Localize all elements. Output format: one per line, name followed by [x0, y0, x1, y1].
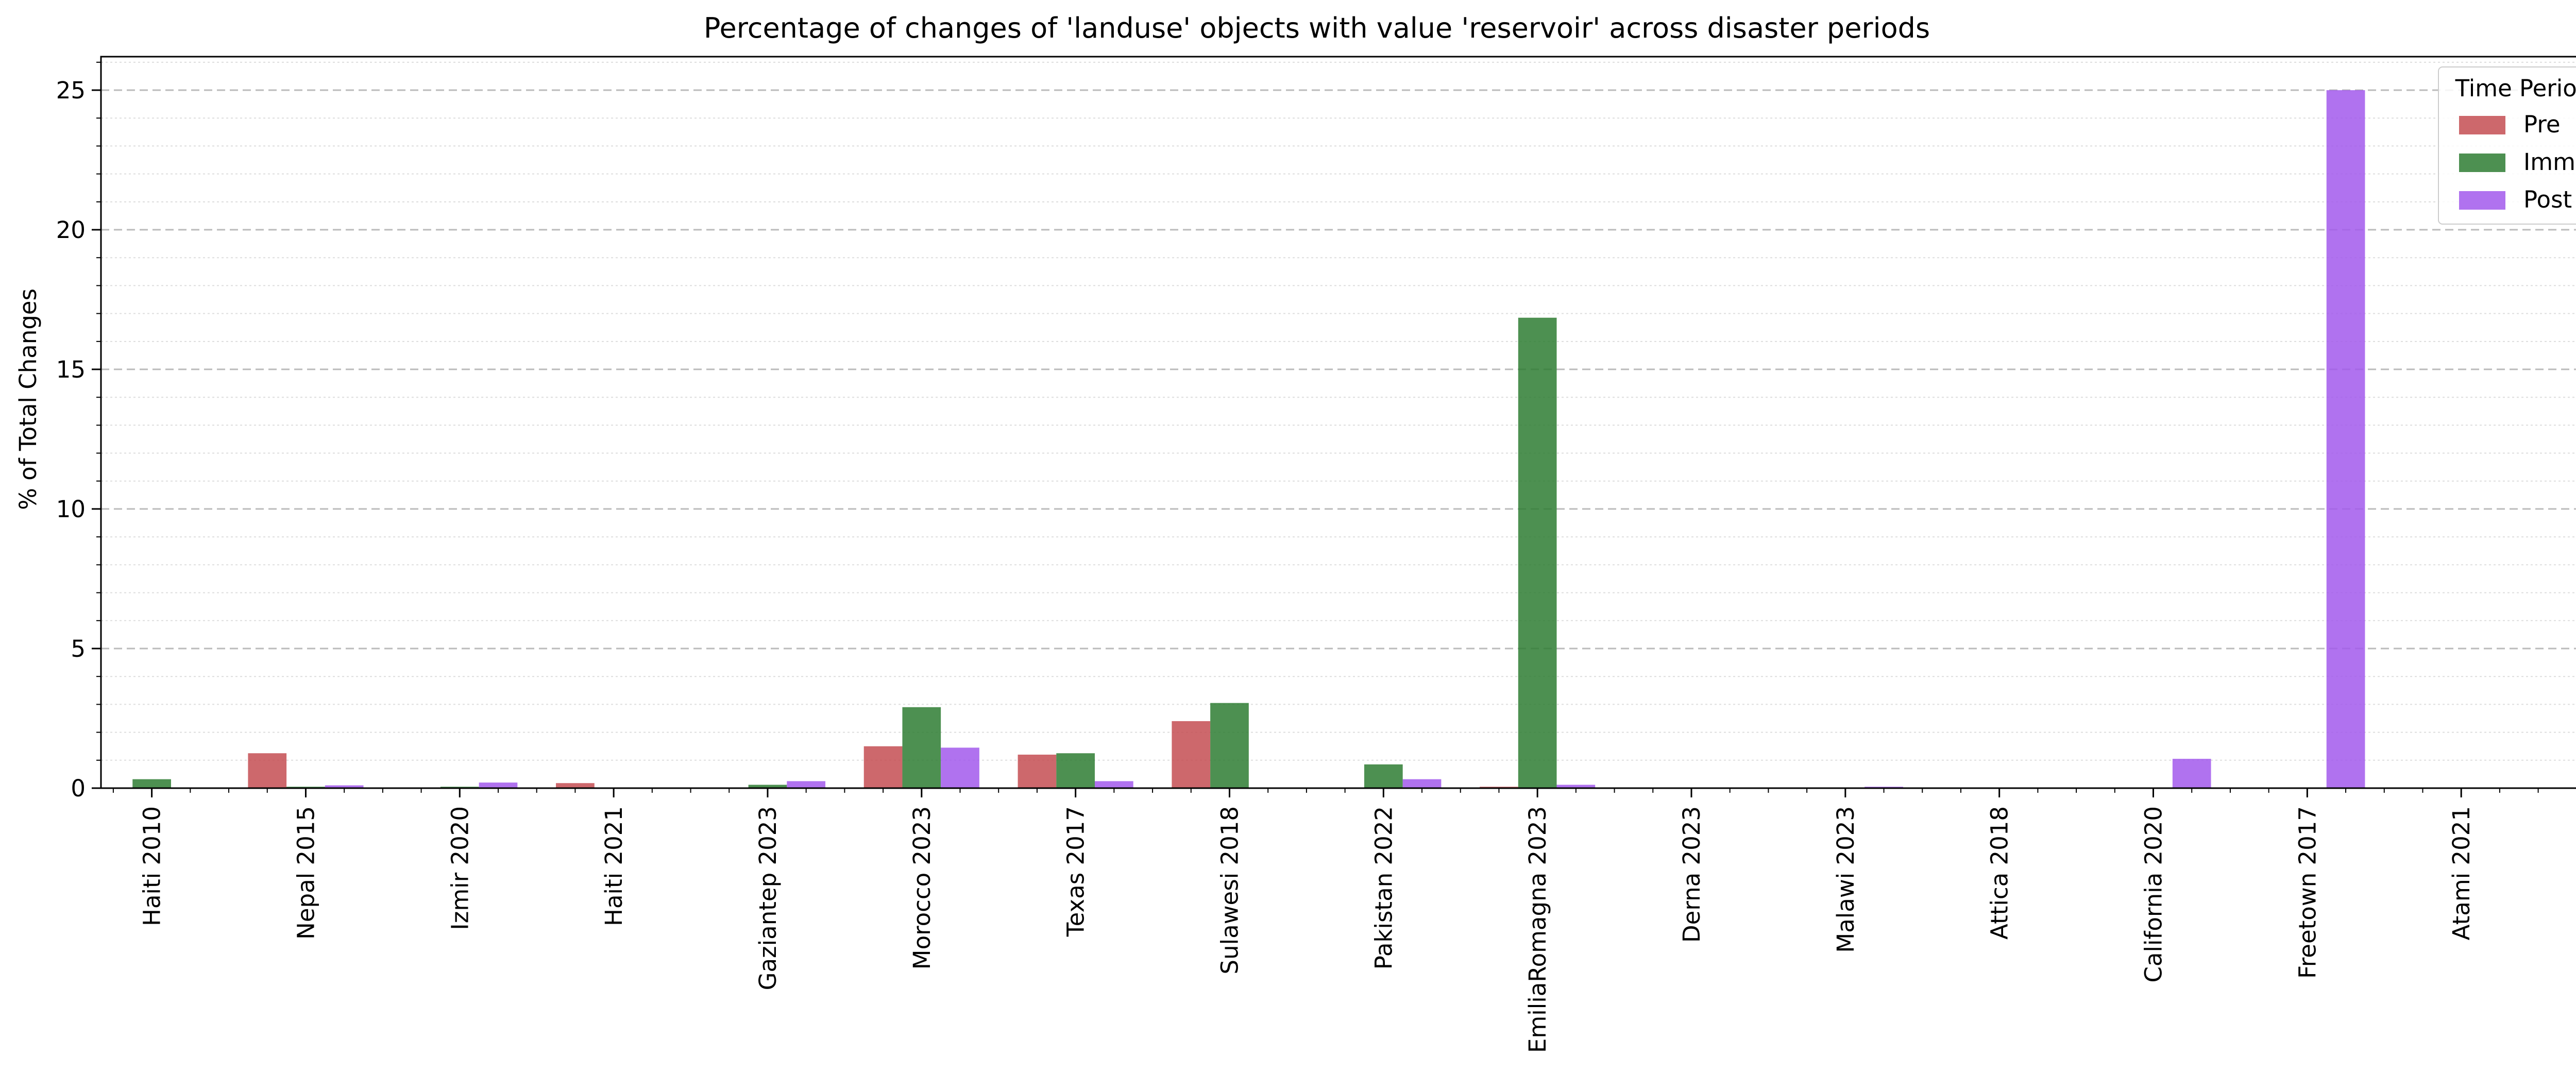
bar-post: [1094, 781, 1133, 788]
legend-label-imm: Imm: [2523, 148, 2575, 176]
y-tick-label: 15: [56, 356, 86, 383]
legend-swatch-imm: [2459, 154, 2505, 172]
legend-title: Time Period: [2455, 75, 2576, 102]
bar-pre: [863, 746, 903, 788]
y-tick-label: 20: [56, 216, 86, 244]
bar-imm: [1364, 764, 1403, 788]
bar-post: [787, 781, 826, 788]
x-tick-label: Sulawesi 2018: [1216, 806, 1243, 974]
legend-swatch-pre: [2459, 116, 2505, 134]
bar-pre: [1018, 754, 1057, 788]
legend-label-pre: Pre: [2523, 111, 2561, 138]
x-tick-label: Atami 2021: [2448, 806, 2475, 940]
bar-imm: [1056, 753, 1095, 788]
legend-swatch-post: [2459, 191, 2505, 210]
x-tick-label: Haiti 2010: [139, 806, 166, 926]
bar-post: [2326, 90, 2365, 788]
x-tick-label: Nepal 2015: [292, 806, 319, 940]
bar-post: [325, 785, 364, 788]
plot-frame: [100, 56, 2576, 789]
bar-imm: [132, 779, 171, 788]
axes: 0 5 10 15 20 25 Haiti 2010 Nepal 2015 Izmir 2020…: [56, 56, 2576, 1053]
x-tick-label: Pakistan 2022: [1370, 806, 1397, 969]
bar-post: [1556, 785, 1596, 788]
bar-post: [941, 747, 979, 788]
bar-pre: [556, 783, 595, 788]
x-tick-label: Malawi 2023: [1832, 806, 1859, 953]
bar-post: [2172, 759, 2211, 788]
y-tick-label: 0: [71, 775, 86, 802]
x-tick-label: Gaziantep 2023: [754, 806, 782, 990]
bar-pre: [1172, 721, 1211, 788]
legend-box: [2438, 66, 2576, 225]
y-tick-label: 10: [56, 496, 86, 523]
y-tick-label: 5: [71, 635, 86, 662]
legend-label-post: Post: [2523, 186, 2572, 213]
bar-imm: [902, 707, 941, 788]
bar-imm: [1518, 317, 1557, 788]
legend: Time Period Pre Imm Post: [2438, 66, 2576, 225]
bar-imm: [1210, 703, 1249, 788]
bar-pre: [248, 753, 287, 788]
bar-post: [1402, 779, 1442, 788]
x-tick-label: Izmir 2020: [446, 806, 473, 930]
x-tick-label: Freetown 2017: [2294, 806, 2321, 979]
y-axis-label: % of Total Changes: [14, 288, 42, 510]
x-tick-label: Morocco 2023: [908, 806, 936, 969]
x-tick-label: Derna 2023: [1678, 806, 1705, 943]
bars: [132, 90, 2365, 788]
x-tick-label: Haiti 2021: [600, 806, 628, 926]
chart-title: Percentage of changes of 'landuse' objec…: [704, 12, 1930, 44]
x-tick-label: California 2020: [2140, 806, 2167, 983]
grid-lines: [101, 61, 2576, 761]
y-tick-label: 25: [56, 77, 86, 104]
x-tick-label: Texas 2017: [1062, 806, 1090, 937]
bar-post: [479, 782, 518, 788]
x-tick-label: EmiliaRomagna 2023: [1524, 806, 1551, 1053]
bar-imm: [748, 785, 787, 788]
x-tick-label: Attica 2018: [1986, 806, 2013, 940]
